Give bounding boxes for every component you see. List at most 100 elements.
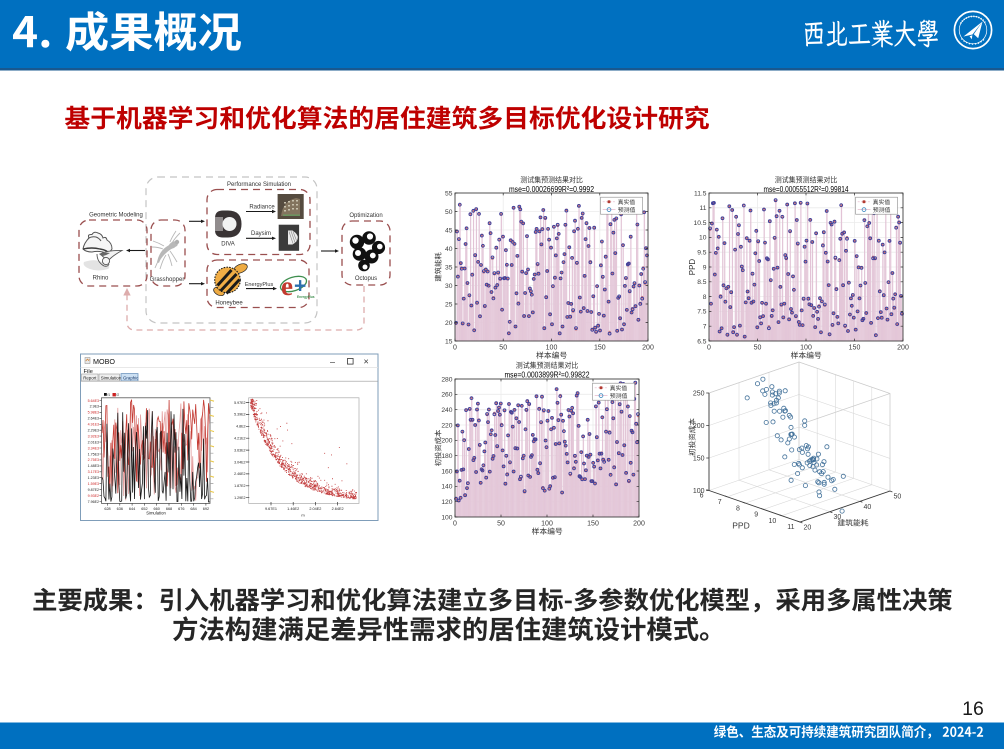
svg-text:150: 150 — [693, 455, 705, 462]
svg-text:2.9E3: 2.9E3 — [90, 405, 99, 409]
svg-text:5.39E2: 5.39E2 — [234, 413, 245, 417]
svg-text:240: 240 — [441, 407, 452, 414]
svg-text:50: 50 — [445, 209, 453, 216]
svg-text:250: 250 — [693, 390, 705, 397]
svg-text:f1: f1 — [108, 393, 111, 397]
svg-text:9: 9 — [703, 264, 707, 271]
svg-text:6.5: 6.5 — [697, 338, 707, 345]
svg-text:6: 6 — [700, 493, 704, 500]
svg-text:+: + — [294, 275, 306, 298]
svg-text:200: 200 — [897, 345, 909, 352]
svg-text:50: 50 — [497, 521, 505, 528]
svg-text:100: 100 — [441, 514, 452, 521]
svg-text:3.04E2: 3.04E2 — [234, 460, 245, 464]
svg-text:m: m — [301, 513, 305, 518]
svg-text:0: 0 — [453, 521, 457, 528]
svg-text:2.01E3: 2.01E3 — [88, 440, 99, 444]
svg-text:200: 200 — [633, 521, 645, 528]
svg-text:4.91E3: 4.91E3 — [88, 423, 99, 427]
svg-text:Radiance: Radiance — [249, 205, 275, 211]
svg-text:1.29E2: 1.29E2 — [234, 496, 245, 500]
svg-text:9.5: 9.5 — [697, 250, 707, 257]
svg-text:10.5: 10.5 — [693, 220, 706, 227]
svg-text:3.17E3: 3.17E3 — [88, 470, 99, 474]
svg-text:45: 45 — [445, 227, 453, 234]
svg-text:Simulation: Simulation — [101, 375, 122, 380]
svg-text:Optimization: Optimization — [349, 213, 382, 219]
svg-text:Octopus: Octopus — [355, 276, 377, 282]
svg-text:8: 8 — [736, 505, 740, 512]
svg-text:100: 100 — [693, 488, 705, 495]
svg-text:Daysim: Daysim — [251, 231, 271, 237]
svg-text:100: 100 — [800, 345, 812, 352]
svg-text:7.5: 7.5 — [697, 309, 707, 316]
svg-text:200: 200 — [441, 438, 452, 445]
svg-text:EnergyPlus: EnergyPlus — [297, 295, 315, 299]
svg-text:f2: f2 — [117, 393, 120, 397]
svg-text:Honeybee: Honeybee — [215, 301, 243, 307]
svg-text:140: 140 — [441, 484, 452, 491]
svg-text:e: e — [281, 271, 293, 301]
svg-text:7.96E2: 7.96E2 — [88, 500, 99, 504]
svg-text:10: 10 — [699, 235, 707, 242]
svg-text:20: 20 — [445, 320, 453, 327]
svg-text:MOBO: MOBO — [93, 357, 115, 366]
svg-text:15: 15 — [445, 338, 453, 345]
svg-text:50: 50 — [754, 345, 762, 352]
svg-text:×: × — [364, 357, 369, 367]
svg-text:3.92E3: 3.92E3 — [88, 434, 99, 438]
svg-text:692: 692 — [203, 507, 209, 511]
svg-text:9: 9 — [754, 512, 758, 519]
svg-text:Performance Simulation: Performance Simulation — [227, 182, 291, 188]
svg-text:8.5: 8.5 — [697, 279, 707, 286]
svg-text:280: 280 — [441, 376, 452, 383]
svg-text:628: 628 — [104, 507, 110, 511]
svg-text:11: 11 — [787, 524, 794, 531]
svg-text:150: 150 — [594, 345, 606, 352]
svg-text:9.87E2: 9.87E2 — [88, 488, 99, 492]
svg-text:File: File — [84, 369, 93, 375]
svg-text:2.46E2: 2.46E2 — [234, 472, 245, 476]
svg-text:3.34E3: 3.34E3 — [88, 446, 99, 450]
svg-text:DIVA: DIVA — [221, 242, 235, 248]
svg-text:180: 180 — [441, 453, 452, 460]
svg-text:200: 200 — [642, 345, 654, 352]
svg-text:50: 50 — [499, 345, 507, 352]
svg-text:10: 10 — [769, 518, 777, 525]
svg-text:Rhino: Rhino — [93, 276, 109, 282]
svg-text:mse=0.00026699R²=0.9992: mse=0.00026699R²=0.9992 — [509, 184, 594, 194]
svg-text:11: 11 — [700, 205, 707, 212]
svg-text:–: – — [330, 357, 335, 367]
svg-text:25: 25 — [445, 301, 453, 308]
svg-text:676: 676 — [178, 507, 184, 511]
svg-text:Report: Report — [83, 375, 97, 380]
svg-text:1.87E2: 1.87E2 — [234, 484, 245, 488]
svg-text:7: 7 — [718, 499, 722, 506]
svg-text:PPD: PPD — [688, 259, 697, 276]
svg-text:220: 220 — [441, 422, 452, 429]
svg-text:1.48E3: 1.48E3 — [88, 464, 99, 468]
svg-text:260: 260 — [441, 392, 452, 399]
svg-text:200: 200 — [693, 423, 705, 430]
svg-text:100: 100 — [541, 521, 553, 528]
svg-text:50: 50 — [894, 494, 902, 501]
svg-text:2.04E2: 2.04E2 — [309, 507, 321, 511]
svg-text:2.75E3: 2.75E3 — [88, 458, 99, 462]
svg-text:5.97E2: 5.97E2 — [234, 401, 245, 405]
svg-text:5.64E3: 5.64E3 — [88, 399, 99, 403]
svg-text:644: 644 — [129, 507, 135, 511]
svg-text:100: 100 — [546, 345, 558, 352]
svg-text:EnergyPlus: EnergyPlus — [245, 282, 274, 288]
svg-text:150: 150 — [849, 345, 861, 352]
svg-text:1.46E2: 1.46E2 — [287, 507, 299, 511]
svg-text:40: 40 — [864, 504, 872, 511]
svg-text:1.59E3: 1.59E3 — [88, 482, 99, 486]
svg-text:684: 684 — [190, 507, 196, 511]
svg-text:55: 55 — [445, 190, 453, 197]
svg-text:40: 40 — [445, 246, 453, 253]
svg-text:2.29E3: 2.29E3 — [88, 429, 99, 433]
svg-text:11.5: 11.5 — [694, 190, 707, 197]
svg-text:660: 660 — [154, 507, 160, 511]
svg-text:2.64E3: 2.64E3 — [88, 417, 99, 421]
svg-text:mse=0.00055512R²=0.99814: mse=0.00055512R²=0.99814 — [764, 184, 849, 194]
